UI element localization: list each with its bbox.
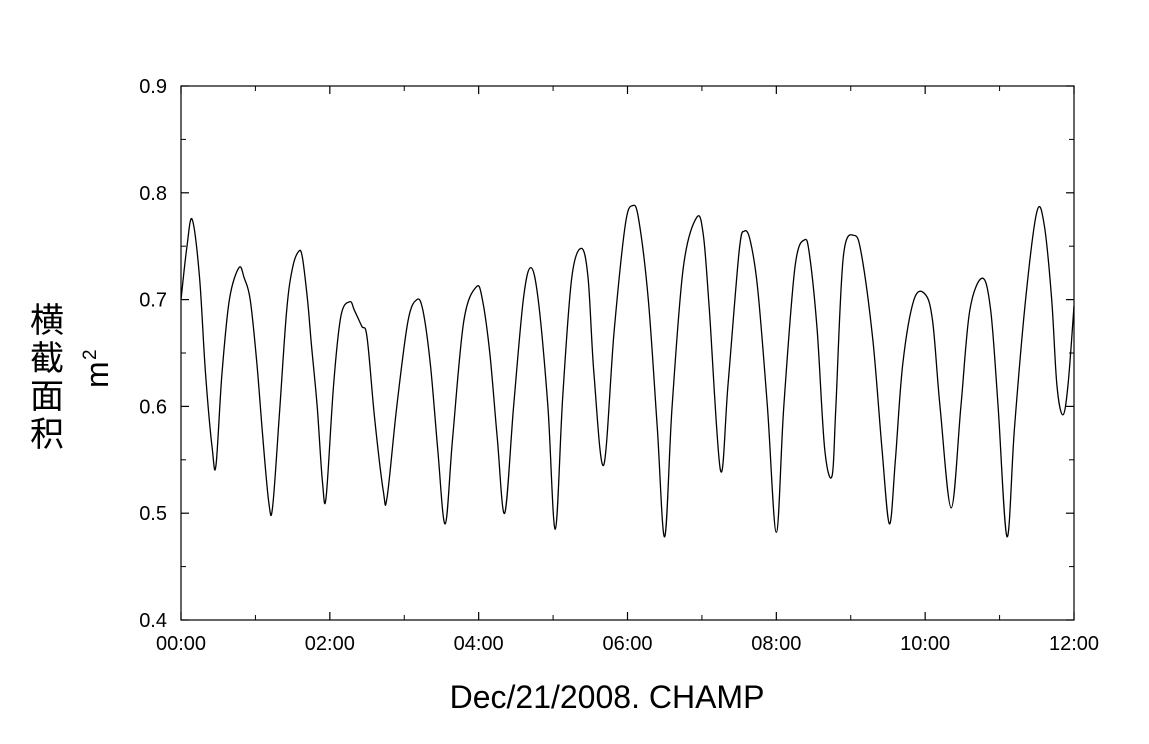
y-tick-label: 0.6 [139, 396, 167, 418]
y-axis-label: 横截面积 [30, 301, 64, 455]
y-axis-label-char: 截 [30, 339, 64, 379]
y-axis-label-char: 横 [30, 301, 64, 341]
x-tick-label: 10:00 [900, 633, 950, 655]
tick-labels: 00:00 02:00 04:00 06:00 08:00 10:00 12:00 0.4 0.… [139, 76, 1099, 655]
y-axis-label-char: 面 [30, 377, 64, 417]
x-tick-label: 00:00 [156, 633, 206, 655]
x-tick-label: 08:00 [751, 633, 801, 655]
y-tick-label: 0.8 [139, 183, 167, 205]
x-tick-label: 06:00 [602, 633, 652, 655]
x-tick-label: 12:00 [1049, 633, 1099, 655]
series-line [180, 204, 1075, 538]
y-tick-label: 0.4 [139, 610, 167, 632]
tick-marks [180, 85, 1075, 621]
plot-frame [180, 85, 1075, 621]
y-axis-unit-base: m [79, 361, 115, 388]
x-tick-label: 02:00 [305, 633, 355, 655]
y-axis-label-char: 积 [30, 415, 64, 455]
x-axis-label: Dec/21/2008. CHAMP [450, 679, 765, 715]
x-tick-label: 04:00 [454, 633, 504, 655]
y-tick-label: 0.7 [139, 290, 167, 312]
y-axis-unit: m [79, 361, 115, 388]
y-tick-label: 0.9 [139, 76, 167, 98]
y-tick-label: 0.5 [139, 503, 167, 525]
y-axis-unit-superscript: 2 [80, 349, 101, 360]
